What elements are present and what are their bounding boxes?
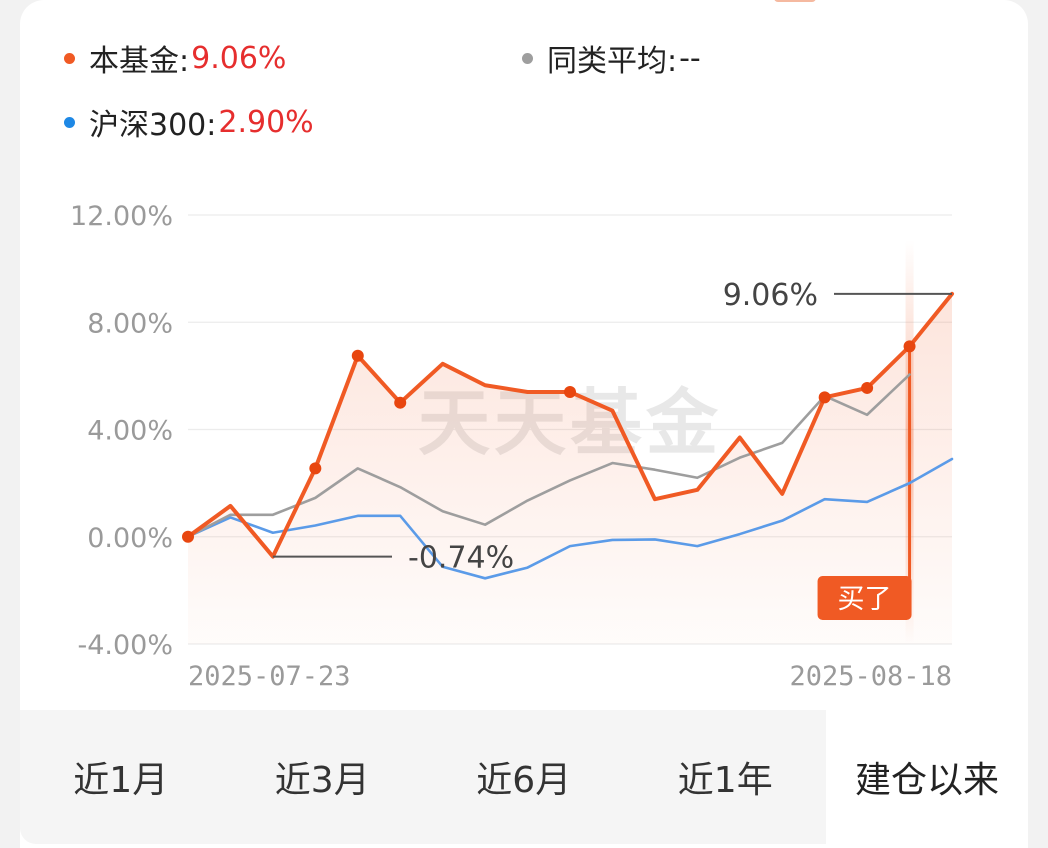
top-indicator xyxy=(774,0,816,2)
buy-marker-label: 买了 xyxy=(838,584,892,615)
legend-csi300-label: 沪深300: xyxy=(89,108,217,143)
y-axis: 12.00% 8.00% 4.00% 0.00% -4.00% xyxy=(70,201,173,661)
period-tab-group: 近1月 近3月 近6月 近1年 xyxy=(20,710,826,844)
tab-since-inception[interactable]: 建仓以来 xyxy=(826,710,1028,844)
y-tick-label: 8.00% xyxy=(87,308,173,339)
series-points xyxy=(182,340,916,543)
legend-peer-label: 同类平均: xyxy=(547,44,678,79)
fund-data-point xyxy=(818,391,831,404)
legend-fund: 本基金: 9.06% xyxy=(64,36,286,80)
fund-data-point xyxy=(903,340,916,353)
performance-line-chart[interactable]: 12.00%8.00%4.00%0.00%-4.00% 天天基金 买了 9.06… xyxy=(0,190,1048,710)
y-tick-label: 4.00% xyxy=(87,416,173,447)
legend-csi300: 沪深300: 2.90% xyxy=(64,100,314,144)
fund-data-point xyxy=(309,462,322,475)
fund-data-point xyxy=(861,381,874,394)
fund-data-point xyxy=(351,349,364,362)
legend-fund-value: 9.06% xyxy=(191,40,287,76)
tab-1-year[interactable]: 近1年 xyxy=(677,760,773,801)
series-line-csi300 xyxy=(186,457,954,580)
legend-fund-dot-icon xyxy=(64,52,75,64)
series-line-peer-average xyxy=(186,373,911,539)
fund-data-point xyxy=(394,396,407,409)
fund-data-point xyxy=(182,530,194,543)
legend-peer-average: 同类平均: -- xyxy=(522,36,701,80)
legend-csi300-dot-icon xyxy=(64,116,75,128)
buy-marker-badge xyxy=(817,576,912,620)
y-tick-label: 12.00% xyxy=(70,201,173,232)
x-start-date-label: 2025-07-23 xyxy=(188,661,351,692)
callout-min-label: -0.74% xyxy=(408,541,514,576)
legend-csi300-value: 2.90% xyxy=(218,104,314,140)
tab-3-months[interactable]: 近3月 xyxy=(274,760,370,801)
legend-peer-dot-icon xyxy=(522,52,533,64)
fund-data-point xyxy=(564,385,576,398)
callout-max-label: 9.06% xyxy=(723,278,818,313)
period-tabs: 近1月 近3月 近6月 近1年 建仓以来 xyxy=(20,710,1028,844)
y-tick-label: -4.00% xyxy=(77,630,173,661)
tab-6-months[interactable]: 近6月 xyxy=(476,760,572,801)
legend-peer-value: -- xyxy=(679,40,701,76)
tab-1-month[interactable]: 近1月 xyxy=(73,760,169,801)
x-end-date-label: 2025-08-18 xyxy=(789,661,952,692)
legend-fund-label: 本基金: xyxy=(89,44,190,79)
y-tick-label: 0.00% xyxy=(87,523,173,554)
buy-marker: 买了 xyxy=(817,240,914,644)
callouts: 9.06% -0.74% xyxy=(272,278,952,576)
